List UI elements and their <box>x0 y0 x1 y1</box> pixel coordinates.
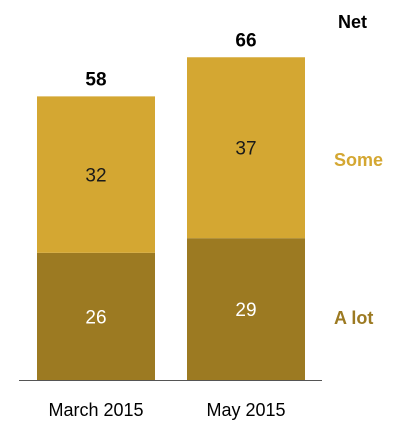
labels-group: 26 32 58 March 2015 29 37 66 May 2015 <box>48 30 285 420</box>
legend-net-label: Net <box>338 12 367 32</box>
category-label-2: May 2015 <box>206 400 285 420</box>
bar-some-1 <box>37 96 155 253</box>
bar-a-lot-1 <box>37 252 155 380</box>
total-label-1: 58 <box>85 69 106 90</box>
value-label-a-lot-1: 26 <box>85 307 106 328</box>
category-label-1: March 2015 <box>48 400 143 420</box>
value-label-some-2: 37 <box>235 139 256 160</box>
legend-a-lot-label: A lot <box>334 308 373 328</box>
total-label-2: 66 <box>235 30 256 51</box>
bars-group <box>37 57 305 380</box>
bar-a-lot-2 <box>187 238 305 380</box>
bar-some-2 <box>187 57 305 239</box>
legend-some-label: Some <box>334 150 383 170</box>
value-label-a-lot-2: 29 <box>235 300 256 321</box>
legend-group: Net Some A lot <box>334 12 383 328</box>
value-label-some-1: 32 <box>85 166 106 187</box>
